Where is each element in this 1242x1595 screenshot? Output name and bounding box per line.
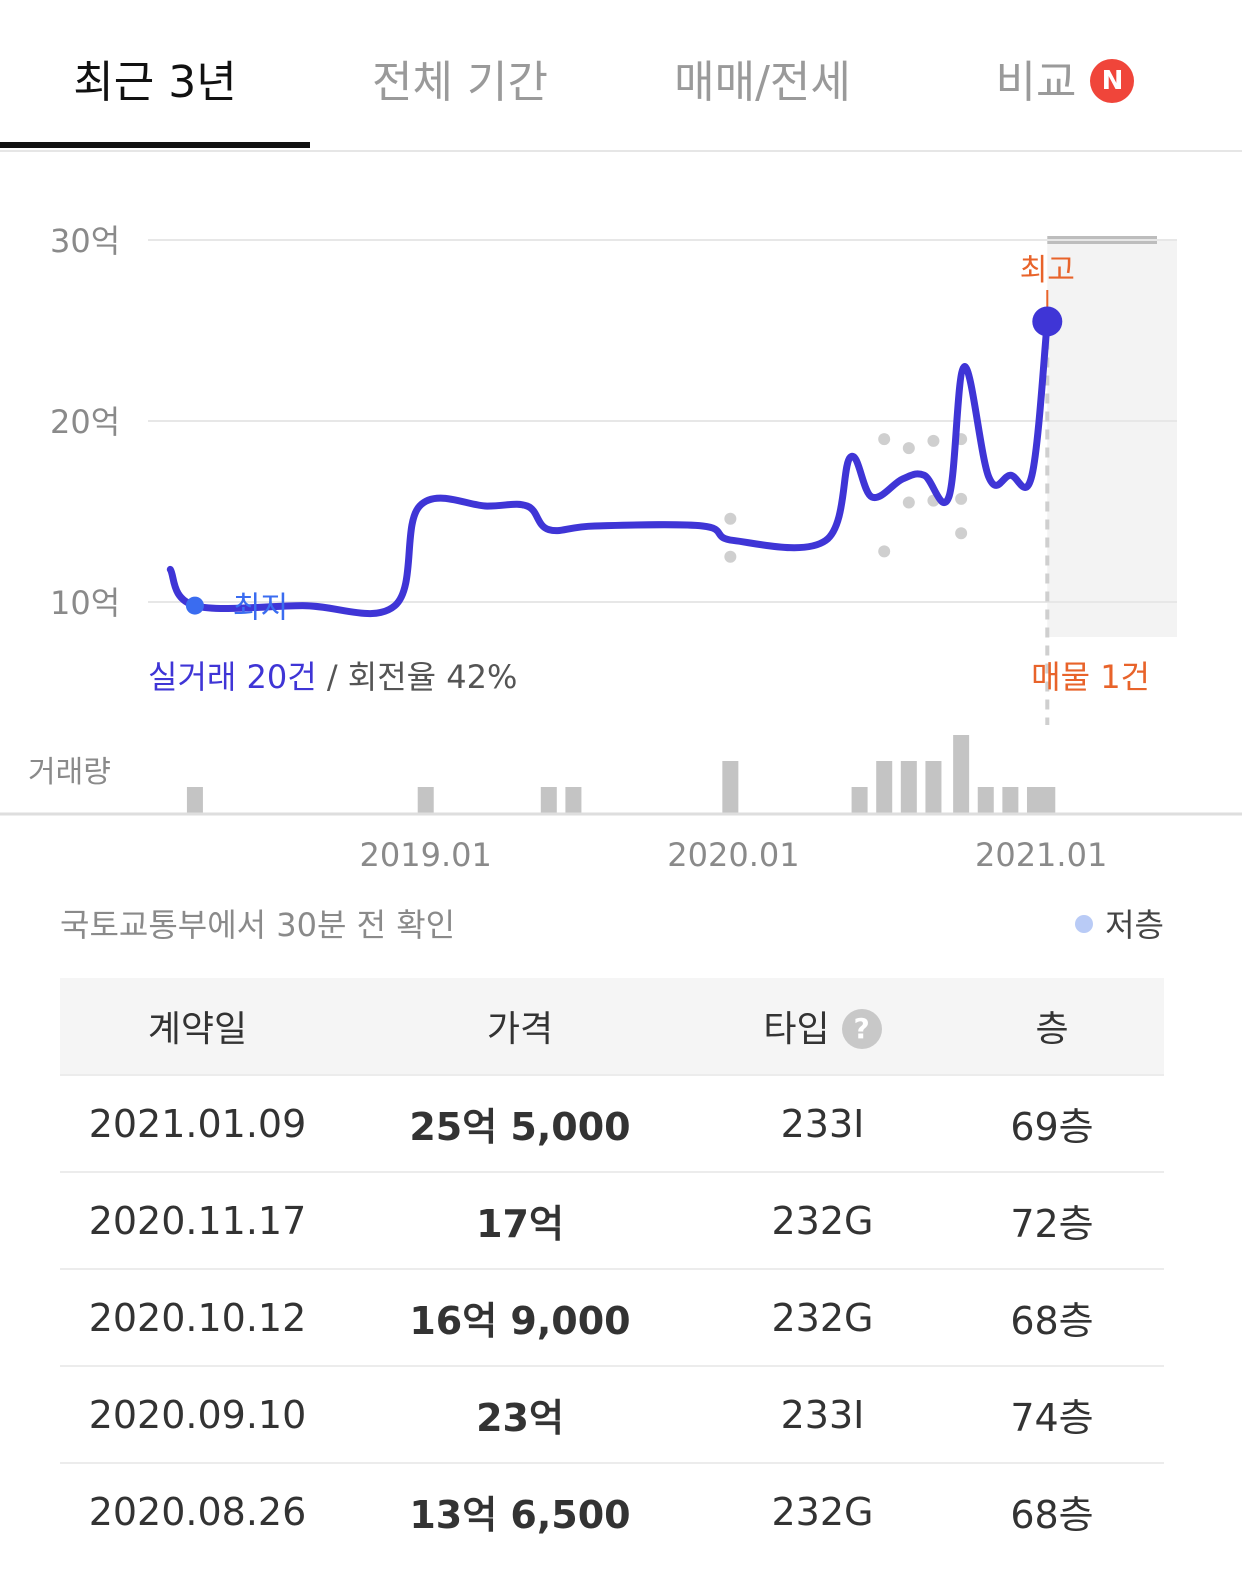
header-date: 계약일 xyxy=(60,978,335,1075)
row-type: 232G xyxy=(705,1268,940,1366)
volume-bar xyxy=(925,761,942,813)
x-tick-label: 2021.01 xyxy=(975,836,1107,874)
volume-bar xyxy=(953,735,970,813)
table-row[interactable]: 2021.01.09 25억 5,000 233I 69층 xyxy=(60,1074,1164,1172)
row-date: 2020.10.12 xyxy=(60,1268,335,1366)
volume-bar xyxy=(977,787,994,813)
row-price: 16억 9,000 xyxy=(335,1268,705,1366)
row-date: 2021.01.09 xyxy=(60,1074,335,1172)
row-date: 2020.09.10 xyxy=(60,1365,335,1463)
volume-label: 거래량 xyxy=(28,755,111,790)
row-floor: 68층 xyxy=(940,1462,1164,1559)
active-tab-underline xyxy=(0,142,310,148)
row-date: 2020.08.26 xyxy=(60,1462,335,1559)
high-point-marker xyxy=(1032,306,1063,337)
table-row[interactable]: 2020.08.26 13억 6,500 232G 68층 xyxy=(60,1462,1164,1559)
row-floor: 69층 xyxy=(940,1074,1164,1172)
volume-bar xyxy=(722,761,739,813)
y-tick-label: 10억 xyxy=(50,584,120,622)
x-tick-label: 2020.01 xyxy=(667,836,799,874)
scatter-point xyxy=(724,550,737,563)
summary-separator: / xyxy=(327,658,348,696)
low-point-label: 최지 xyxy=(233,591,288,626)
listing-area xyxy=(1047,240,1177,637)
row-floor: 72층 xyxy=(940,1171,1164,1269)
tab-sale-jeonse[interactable]: 매매/전세 xyxy=(610,48,915,118)
volume-bar xyxy=(1002,787,1019,813)
help-icon[interactable]: ? xyxy=(841,1009,882,1049)
transaction-table: 계약일 가격 타입? 층 2021.01.09 25억 5,000 233I 6… xyxy=(60,978,1164,1559)
volume-bar xyxy=(186,787,203,813)
volume-bar xyxy=(1039,787,1056,813)
high-point-label: 최고 xyxy=(1020,253,1075,288)
listing-count: 매물 1건 xyxy=(1031,658,1150,696)
tab-label: 전체 기간 xyxy=(372,57,548,108)
new-badge: N xyxy=(1090,59,1135,103)
row-type: 232G xyxy=(705,1462,940,1559)
volume-bar xyxy=(540,787,557,813)
deal-count: 실거래 20건 xyxy=(148,658,327,696)
tab-compare[interactable]: 비교 N xyxy=(940,48,1190,118)
row-price: 13억 6,500 xyxy=(335,1462,705,1559)
tab-label: 비교 xyxy=(995,57,1077,108)
row-date: 2020.11.17 xyxy=(60,1171,335,1269)
deal-summary: 실거래 20건 / 회전율 42% xyxy=(148,658,517,696)
scatter-point xyxy=(902,496,915,509)
data-source-note: 국토교통부에서 30분 전 확인 xyxy=(60,906,456,944)
row-price: 25억 5,000 xyxy=(335,1074,705,1172)
row-type: 233I xyxy=(705,1365,940,1463)
row-floor: 68층 xyxy=(940,1268,1164,1366)
table-row[interactable]: 2020.10.12 16억 9,000 232G 68층 xyxy=(60,1268,1164,1366)
table-row[interactable]: 2020.09.10 23억 233I 74층 xyxy=(60,1365,1164,1463)
header-type: 타입? xyxy=(705,978,940,1075)
tab-recent-3-years[interactable]: 최근 3년 xyxy=(0,48,310,118)
volume-bar xyxy=(417,787,434,813)
scatter-point xyxy=(902,442,915,455)
scatter-point xyxy=(878,433,891,446)
volume-bar xyxy=(900,761,917,813)
volume-bar xyxy=(1026,787,1043,813)
table-row[interactable]: 2020.11.17 17억 232G 72층 xyxy=(60,1171,1164,1269)
scatter-point xyxy=(724,512,737,525)
turnover-rate: 회전율 42% xyxy=(348,658,518,696)
volume-bar xyxy=(565,787,582,813)
y-tick-label: 20억 xyxy=(50,403,120,441)
tab-label: 매매/전세 xyxy=(674,57,851,108)
tab-all-period[interactable]: 전체 기간 xyxy=(310,48,610,118)
price-series-line xyxy=(166,317,1051,618)
header-price: 가격 xyxy=(335,978,705,1075)
legend-label: 저층 xyxy=(1105,906,1164,944)
y-tick-label: 30억 xyxy=(50,222,120,260)
scatter-point xyxy=(955,527,968,540)
row-price: 17억 xyxy=(335,1171,705,1269)
header-type-label: 타입 xyxy=(763,1009,830,1050)
tab-label: 최근 3년 xyxy=(73,57,237,108)
low-floor-dot-icon xyxy=(1075,915,1094,933)
volume-bar xyxy=(876,761,893,813)
row-price: 23억 xyxy=(335,1365,705,1463)
volume-bar xyxy=(851,787,868,813)
low-point-marker xyxy=(185,596,204,615)
scatter-point xyxy=(927,434,940,447)
row-type: 233I xyxy=(705,1074,940,1172)
row-type: 232G xyxy=(705,1171,940,1269)
header-floor: 층 xyxy=(940,978,1164,1075)
legend-low-floor: 저층 xyxy=(1075,900,1164,946)
row-floor: 74층 xyxy=(940,1365,1164,1463)
x-tick-label: 2019.01 xyxy=(360,836,492,874)
scatter-point xyxy=(878,545,891,558)
scatter-point xyxy=(955,492,968,505)
table-header-row: 계약일 가격 타입? 층 xyxy=(60,978,1164,1075)
period-tabs: 최근 3년 전체 기간 매매/전세 비교 N xyxy=(0,0,1242,152)
